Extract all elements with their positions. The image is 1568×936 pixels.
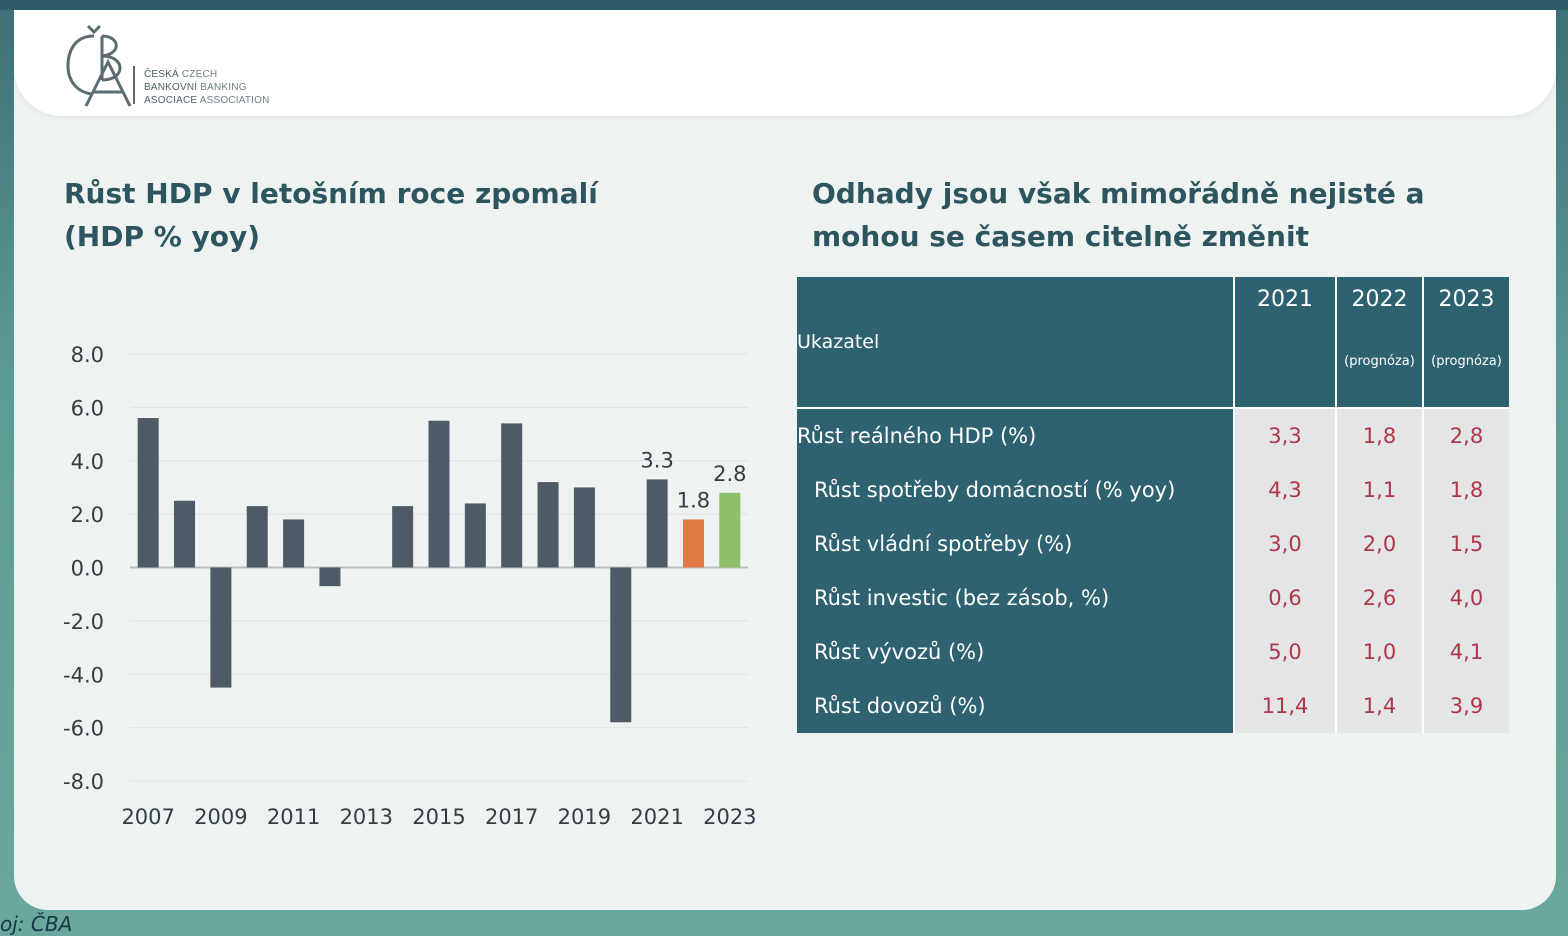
forecast-table: Ukazatel 2021 2022 (prognóza) 2023 (prog… (797, 277, 1509, 733)
x-tick-label: 2009 (194, 805, 247, 829)
row-value: 3,9 (1422, 679, 1509, 733)
row-label: Růst vládní spotřeby (%) (797, 517, 1234, 571)
row-value: 3,3 (1233, 407, 1336, 463)
data-label-2022: 1.8 (677, 488, 710, 512)
y-tick-label: 8.0 (71, 343, 104, 367)
right-title-line1: Odhady jsou však mimořádně nejisté a (812, 177, 1425, 210)
y-tick-label: -6.0 (63, 717, 104, 741)
table-row: Růst reálného HDP (%) 3,3 1,8 2,8 (797, 407, 1509, 463)
row-value: 1,0 (1335, 625, 1423, 679)
x-tick-label: 2021 (630, 805, 683, 829)
data-label-2023: 2.8 (713, 462, 746, 486)
right-title-line2: mohou se časem citelně změnit (812, 220, 1309, 253)
right-table-title: Odhady jsou však mimořádně nejisté a moh… (812, 172, 1425, 258)
row-value: 2,0 (1335, 517, 1423, 571)
x-tick-label: 2017 (485, 805, 538, 829)
table-row: Růst dovozů (%) 11,4 1,4 3,9 (797, 679, 1509, 733)
bar-2010 (246, 506, 268, 568)
row-value: 4,0 (1422, 571, 1509, 625)
bar-2015 (428, 420, 450, 568)
x-tick-label: 2013 (340, 805, 393, 829)
row-value: 4,3 (1233, 463, 1336, 517)
header-year-2023-note: (prognóza) (1431, 354, 1502, 369)
row-value: 1,1 (1335, 463, 1423, 517)
x-tick-label: 2011 (267, 805, 320, 829)
gdp-bar-chart: 8.0 6.0 4.0 2.0 0.0 -2.0 -4.0 -6.0 -8.0 2007 2009 2… (63, 343, 757, 829)
header-year-2022: 2022 (prognóza) (1335, 277, 1423, 408)
y-tick-label: 0.0 (71, 557, 104, 581)
bar-2018 (537, 482, 559, 568)
y-tick-label: -4.0 (63, 663, 104, 687)
bar-2009 (210, 567, 232, 688)
table-row: Růst spotřeby domácností (% yoy) 4,3 1,1 1,… (797, 463, 1509, 517)
header-year-2023: 2023 (prognóza) (1422, 277, 1509, 408)
bar-2007 (137, 418, 159, 568)
row-value: 0,6 (1233, 571, 1336, 625)
table-row: Růst investic (bez zásob, %) 0,6 2,6 4,0 (797, 571, 1509, 625)
row-label: Růst reálného HDP (%) (797, 407, 1234, 463)
row-value: 1,8 (1335, 407, 1423, 463)
bar-2021 (646, 479, 668, 568)
x-tick-label: 2019 (558, 805, 611, 829)
y-tick-label: 6.0 (71, 396, 104, 420)
y-tick-label: -2.0 (63, 610, 104, 634)
header-ukazatel: Ukazatel (797, 277, 1234, 408)
left-title-line2: (HDP % yoy) (64, 220, 261, 253)
table-header-row: Ukazatel 2021 2022 (prognóza) 2023 (prog… (797, 277, 1509, 408)
row-value: 5,0 (1233, 625, 1336, 679)
row-value: 3,0 (1233, 517, 1336, 571)
cba-logo: ČESKÁ CZECH BANKOVNÍ BANKING ASOCIACE AS… (64, 22, 304, 110)
header-year-2022-label: 2022 (1351, 287, 1408, 312)
forecast-table-wrap: Ukazatel 2021 2022 (prognóza) 2023 (prog… (797, 277, 1509, 733)
logo-text: ČESKÁ CZECH BANKOVNÍ BANKING ASOCIACE AS… (144, 69, 270, 106)
row-label: Růst investic (bez zásob, %) (797, 571, 1234, 625)
bar-2023 (719, 492, 741, 568)
row-value: 1,8 (1422, 463, 1509, 517)
x-tick-label: 2023 (703, 805, 756, 829)
header-year-2022-note: (prognóza) (1344, 354, 1415, 369)
x-tick-label: 2007 (121, 805, 174, 829)
bar-2008 (174, 500, 196, 568)
row-label: Růst vývozů (%) (797, 625, 1234, 679)
left-title-line1: Růst HDP v letošním roce zpomalí (64, 177, 598, 210)
top-strip (0, 0, 1568, 10)
y-tick-label: 4.0 (71, 450, 104, 474)
bar-2012 (319, 567, 341, 587)
bar-2019 (573, 487, 595, 568)
header-year-2021-label: 2021 (1257, 287, 1313, 312)
table-row: Růst vládní spotřeby (%) 3,0 2,0 1,5 (797, 517, 1509, 571)
header-band: ČESKÁ CZECH BANKOVNÍ BANKING ASOCIACE AS… (14, 10, 1556, 116)
table-row: Růst vývozů (%) 5,0 1,0 4,1 (797, 625, 1509, 679)
bar-2022 (682, 519, 704, 568)
source-footer: oj: ČBA (0, 912, 73, 936)
cba-monogram-icon (66, 24, 135, 107)
y-tick-label: -8.0 (63, 770, 104, 794)
row-label: Růst spotřeby domácností (% yoy) (797, 463, 1234, 517)
header-year-2023-label: 2023 (1438, 287, 1495, 312)
bar-2016 (464, 503, 486, 568)
row-value: 1,5 (1422, 517, 1509, 571)
data-label-2021: 3.3 (640, 448, 673, 472)
slide: ČESKÁ CZECH BANKOVNÍ BANKING ASOCIACE AS… (14, 10, 1556, 910)
bar-2020 (610, 567, 632, 723)
row-value: 4,1 (1422, 625, 1509, 679)
row-label: Růst dovozů (%) (797, 679, 1234, 733)
x-tick-label: 2015 (412, 805, 465, 829)
row-value: 2,6 (1335, 571, 1423, 625)
header-year-2021: 2021 (1233, 277, 1336, 408)
row-value: 1,4 (1335, 679, 1423, 733)
row-value: 11,4 (1233, 679, 1336, 733)
bar-2017 (501, 423, 523, 568)
y-tick-label: 2.0 (71, 503, 104, 527)
bar-2011 (283, 519, 305, 568)
left-chart-title: Růst HDP v letošním roce zpomalí (HDP % … (64, 172, 598, 258)
bar-2014 (392, 506, 414, 568)
row-value: 2,8 (1422, 407, 1509, 463)
